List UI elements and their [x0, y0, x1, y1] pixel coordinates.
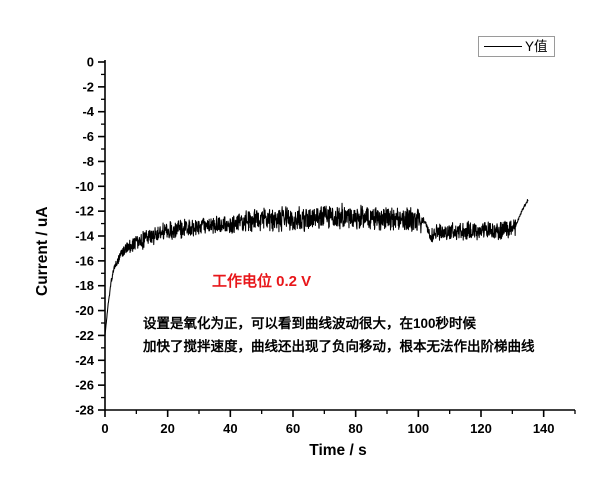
- x-tick-label: 80: [348, 421, 362, 436]
- y-tick-label: -12: [75, 204, 94, 219]
- y-tick-label: -8: [82, 154, 94, 169]
- x-tick-label: 60: [286, 421, 300, 436]
- y-tick-label: -28: [75, 403, 94, 418]
- legend-item-label: Y值: [525, 38, 548, 54]
- x-tick-label: 0: [101, 421, 108, 436]
- data-series-y-value: [104, 199, 529, 337]
- y-tick-label: -24: [75, 353, 95, 368]
- chart-legend[interactable]: Y值: [478, 36, 555, 57]
- legend-line-swatch: [484, 46, 522, 47]
- y-axis-title: Current / uA: [34, 206, 51, 296]
- annotation-note-line-1: 设置是氧化为正，可以看到曲线波动很大，在100秒时候: [143, 316, 477, 331]
- x-tick-label: 100: [407, 421, 429, 436]
- annotation-working-potential: 工作电位 0.2 V: [212, 273, 312, 290]
- x-tick-label: 120: [470, 421, 492, 436]
- y-tick-label: -26: [75, 378, 94, 393]
- y-tick-label: -14: [75, 229, 95, 244]
- y-tick-label: -4: [82, 104, 94, 119]
- y-tick-label: -18: [75, 278, 94, 293]
- y-tick-label: -16: [75, 253, 94, 268]
- y-tick-label: -20: [75, 303, 94, 318]
- y-axis: 0 -2 -4 -6 -8 -10 -12 -14 -16 -18 -20 -22 -24 -26 -28: [75, 55, 106, 418]
- y-tick-label: -10: [75, 179, 94, 194]
- x-tick-label: 140: [533, 421, 555, 436]
- x-tick-label: 40: [223, 421, 237, 436]
- y-tick-label: -2: [82, 79, 94, 94]
- y-tick-label: 0: [87, 55, 94, 70]
- x-tick-label: 20: [160, 421, 174, 436]
- x-axis-title: Time / s: [309, 442, 366, 459]
- annotation-note-line-2: 加快了搅拌速度，曲线还出现了负向移动，根本无法作出阶梯曲线: [143, 339, 535, 354]
- data-curve-path: [104, 199, 529, 337]
- x-axis: 0 20 40 60 80 100 120 140: [101, 409, 576, 436]
- y-tick-label: -6: [82, 129, 94, 144]
- y-tick-label: -22: [75, 328, 94, 343]
